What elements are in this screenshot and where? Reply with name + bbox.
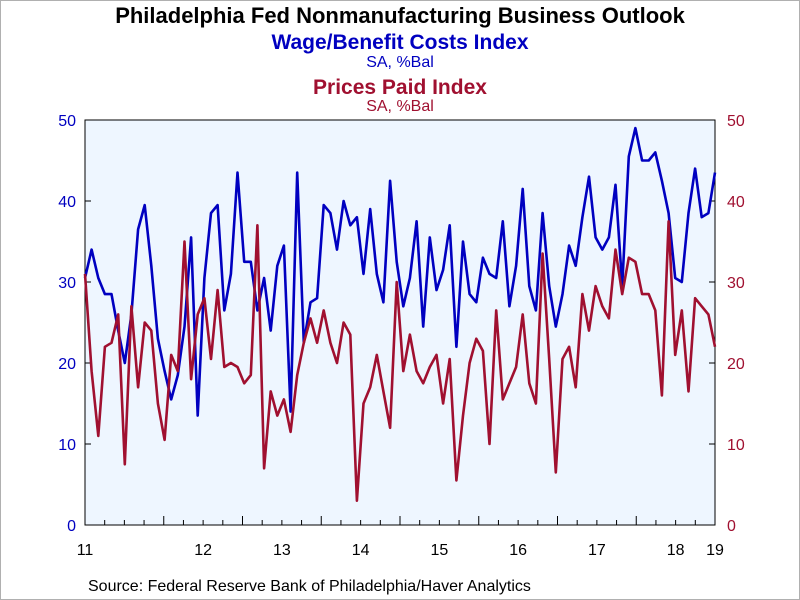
x-tick-label: 14 (352, 542, 370, 559)
x-tick-label: 11 (77, 542, 94, 559)
x-tick-label: 13 (273, 542, 291, 559)
series-1-title: Wage/Benefit Costs Index (271, 31, 529, 54)
source-note: Source: Federal Reserve Bank of Philadel… (88, 578, 531, 595)
series-line-wage-benefit (83, 126, 717, 417)
y-tick-label-right: 20 (727, 356, 745, 373)
y-tick-label-right: 0 (727, 518, 736, 535)
series-2-title: Prices Paid Index (313, 76, 487, 99)
x-tick-label: 16 (509, 542, 527, 559)
y-tick-label-left: 40 (58, 194, 76, 211)
y-tick-label-left: 30 (58, 275, 76, 292)
y-tick-label-right: 30 (727, 275, 745, 292)
chart-title: Philadelphia Fed Nonmanufacturing Busine… (115, 3, 685, 28)
y-tick-label-left: 50 (58, 113, 76, 130)
y-tick-label-right: 50 (727, 113, 745, 130)
series-2-units: SA, %Bal (366, 98, 434, 115)
series-line-prices-paid (83, 220, 717, 503)
x-tick-label: 12 (194, 542, 212, 559)
y-tick-label-right: 10 (727, 437, 745, 454)
series-1-units: SA, %Bal (366, 54, 434, 71)
y-tick-label-left: 20 (58, 356, 76, 373)
y-tick-label-left: 0 (67, 518, 76, 535)
x-tick-label: 15 (430, 542, 448, 559)
y-tick-label-right: 40 (727, 194, 745, 211)
x-tick-label: 19 (706, 542, 724, 559)
x-tick-label: 18 (667, 542, 685, 559)
x-tick-label: 17 (588, 542, 606, 559)
y-tick-label-left: 10 (58, 437, 76, 454)
